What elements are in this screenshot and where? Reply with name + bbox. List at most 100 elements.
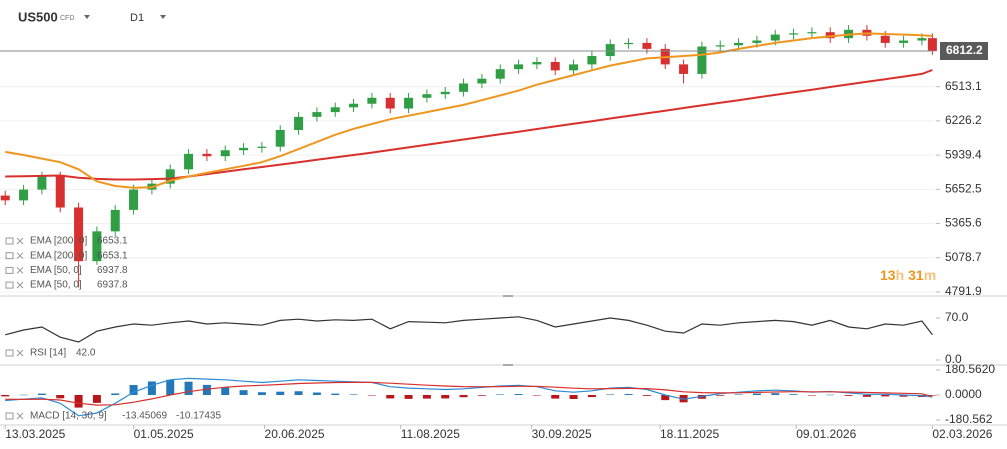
histogram-bar (789, 394, 798, 396)
candle-body (715, 45, 725, 47)
y-tick-label: 70.0 (945, 310, 969, 324)
histogram-bar (367, 395, 376, 396)
dropdown-arrow[interactable] (160, 15, 166, 19)
candle-body (440, 91, 450, 95)
legend-value: 42.0 (76, 348, 96, 359)
candle-body (477, 78, 487, 84)
histogram-bar (19, 394, 28, 396)
indicator-line (5, 316, 933, 343)
legend-close (16, 237, 24, 245)
histogram-bar (294, 391, 303, 396)
legend-icon (5, 252, 14, 260)
histogram-bar (606, 394, 615, 396)
histogram-bar (771, 393, 780, 396)
legend-icon (5, 281, 14, 289)
candle-body (550, 62, 560, 71)
histogram-bar (1, 395, 10, 397)
legend-icon (5, 349, 14, 357)
y-tick-label: 6513.1 (945, 79, 982, 93)
candle-body (74, 207, 84, 262)
timeframe[interactable]: D1 (130, 12, 144, 24)
legend-name: EMA [200, 0] (30, 236, 87, 247)
legend-close (16, 412, 24, 420)
histogram-bar (477, 395, 486, 396)
legend-icon (5, 412, 14, 420)
legend-value: 6937.8 (97, 280, 128, 291)
instrument-kind: CFD (60, 15, 74, 22)
x-tick-label: 01.05.2025 (134, 427, 194, 441)
candle-body (275, 129, 285, 147)
histogram-bar (899, 395, 908, 397)
y-tick-label: 5652.5 (945, 181, 982, 195)
legend-name: EMA [50, 0] (30, 265, 82, 276)
candle-body (807, 32, 817, 34)
histogram-bar (184, 381, 193, 396)
candle-body (385, 97, 395, 109)
legend-value: -13.45069 (122, 411, 167, 422)
resize-handle[interactable] (503, 364, 513, 366)
candle-body (55, 176, 65, 208)
candle-body (495, 69, 505, 79)
legend-value: -10.17435 (176, 411, 221, 422)
legend-icon (5, 237, 14, 245)
histogram-bar (532, 395, 541, 396)
candle-body (825, 32, 835, 39)
dropdown-arrow[interactable] (84, 15, 90, 19)
x-tick-label: 30.09.2025 (532, 427, 592, 441)
legend-close (16, 349, 24, 357)
candle-body (899, 40, 909, 43)
countdown-unit: h (896, 267, 905, 283)
y-tick-label: 5365.6 (945, 216, 982, 230)
candle-body (0, 195, 10, 201)
x-tick-label: 11.08.2025 (401, 427, 460, 441)
legend-name: EMA [50, 0] (30, 280, 82, 291)
candle-body (404, 97, 414, 109)
candle-body (587, 56, 597, 65)
histogram-bar (422, 395, 431, 399)
histogram-bar (587, 395, 596, 398)
symbol[interactable]: US500 (18, 9, 58, 24)
histogram-bar (459, 395, 468, 398)
indicator-line (5, 69, 933, 181)
candle-body (569, 64, 579, 71)
histogram-bar (496, 394, 505, 396)
candle-body (752, 40, 762, 43)
candle-body (220, 150, 230, 157)
histogram-bar (881, 395, 890, 397)
candle-body (514, 64, 524, 70)
histogram-bar (312, 392, 321, 396)
legend-value: 6937.8 (97, 265, 128, 276)
candle-body (330, 107, 340, 113)
candle-body (110, 209, 120, 232)
indicator-line (5, 377, 933, 417)
histogram-bar (642, 395, 651, 396)
histogram-bar (129, 385, 138, 396)
histogram-bar (862, 395, 871, 397)
histogram-bar (624, 394, 633, 396)
candle-body (880, 35, 890, 43)
candle-body (37, 176, 47, 190)
histogram-bar (844, 395, 853, 396)
candle-body (734, 42, 744, 46)
histogram-bar (349, 394, 358, 396)
resize-handle[interactable] (503, 295, 513, 297)
histogram-bar (661, 395, 670, 401)
y-tick-label: 5078.7 (945, 250, 982, 264)
legend-name: EMA [200, 0] (30, 250, 87, 261)
y-tick-label: -180.562 (945, 412, 993, 426)
x-tick-label: 02.03.2026 (932, 427, 992, 441)
indicator-line (5, 32, 933, 189)
candle-body (532, 62, 542, 65)
candle-body (165, 169, 175, 184)
histogram-bar (551, 395, 560, 399)
x-tick-label: 13.03.2025 (5, 427, 65, 441)
legend-name: MACD [14, 30, 9] (30, 411, 107, 422)
histogram-bar (826, 394, 835, 396)
candle-body (184, 153, 194, 170)
legend-value: 6653.1 (97, 236, 128, 247)
histogram-bar (166, 379, 175, 396)
candle-body (422, 94, 432, 98)
legend-icon (5, 266, 14, 274)
histogram-bar (202, 384, 211, 396)
